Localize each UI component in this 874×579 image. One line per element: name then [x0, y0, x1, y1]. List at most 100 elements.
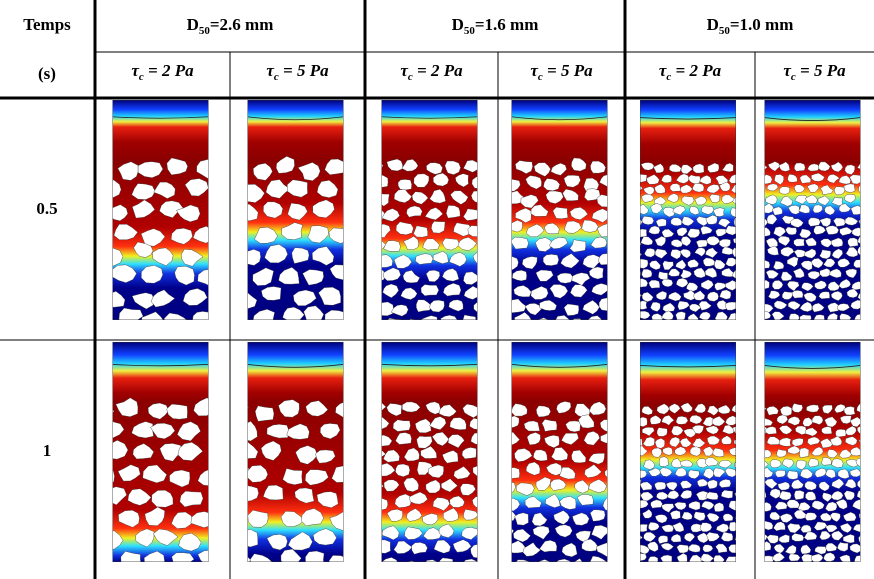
grain	[805, 513, 817, 521]
grain	[735, 513, 748, 523]
fluid-region	[640, 100, 736, 163]
grain	[736, 481, 746, 490]
grain	[406, 319, 424, 332]
grain	[255, 406, 274, 422]
subscript: 50	[199, 25, 211, 37]
field-image	[362, 100, 491, 332]
time-header: Temps	[23, 15, 71, 34]
grain	[752, 478, 764, 487]
grain	[648, 556, 658, 565]
column-header: τc = 2 Pa	[131, 61, 194, 83]
group-header: D50=2.6 mm	[187, 15, 274, 37]
grain	[492, 451, 510, 463]
grain	[536, 406, 550, 417]
fluid-region	[765, 342, 861, 405]
grain	[736, 164, 748, 174]
grain	[734, 461, 746, 469]
grain	[172, 553, 194, 568]
grain	[441, 315, 458, 328]
grain	[395, 464, 410, 477]
field-image	[363, 342, 489, 573]
grain	[629, 268, 641, 278]
grain	[637, 259, 648, 269]
grain	[223, 505, 246, 523]
field-image	[752, 100, 871, 323]
grain	[629, 404, 640, 413]
grain	[90, 270, 111, 286]
fluid-region	[248, 100, 344, 160]
row-time: 1	[43, 441, 52, 460]
grain	[495, 239, 510, 252]
grain	[635, 279, 648, 288]
grain	[735, 491, 745, 499]
grain	[88, 226, 110, 246]
label-text: =1.6 mm	[475, 15, 539, 34]
grain	[152, 490, 174, 507]
fluid-region	[248, 342, 344, 402]
fluid-region	[512, 100, 608, 160]
grain	[393, 420, 411, 432]
symbol: D	[187, 15, 199, 34]
grain	[629, 513, 641, 522]
grain	[719, 239, 730, 247]
grain	[834, 187, 845, 195]
grain	[221, 227, 245, 242]
fluid-region	[113, 100, 209, 160]
grain	[808, 218, 820, 227]
fluid-region	[765, 100, 861, 163]
grain	[325, 310, 346, 326]
grain	[642, 269, 652, 278]
row-time: 0.5	[36, 199, 57, 218]
grain	[627, 429, 640, 438]
grain	[365, 317, 381, 329]
grain	[180, 491, 203, 507]
grain	[497, 267, 512, 279]
grain	[636, 524, 647, 532]
grain	[627, 460, 640, 468]
grain	[569, 319, 587, 331]
grain	[760, 450, 771, 458]
grain	[676, 416, 688, 424]
time-unit: (s)	[38, 64, 56, 83]
grain	[794, 163, 805, 172]
grain	[659, 457, 669, 467]
grain	[860, 270, 871, 279]
grain	[753, 238, 764, 246]
grain	[439, 558, 453, 571]
fluid-region	[382, 342, 478, 402]
field-image	[221, 100, 352, 329]
grain	[752, 249, 764, 259]
grain	[636, 301, 647, 310]
grain	[629, 241, 642, 250]
grain	[373, 175, 388, 187]
grain	[628, 195, 639, 203]
grain	[628, 162, 640, 172]
column-header: τc = 2 Pa	[400, 61, 463, 83]
grain	[373, 498, 388, 510]
grain	[655, 482, 667, 490]
grain	[229, 552, 251, 567]
grain	[365, 481, 384, 493]
grain	[494, 557, 511, 570]
grain	[779, 491, 791, 500]
grain	[732, 248, 743, 257]
grain	[431, 221, 445, 233]
field-image	[752, 342, 872, 564]
grain	[632, 437, 643, 446]
grain	[657, 428, 668, 437]
grain	[758, 260, 770, 268]
grain	[763, 556, 774, 564]
grain	[754, 291, 765, 300]
grain	[854, 555, 866, 564]
subscript: 50	[719, 25, 731, 37]
grain	[859, 511, 870, 520]
grain	[98, 248, 123, 266]
grain	[753, 437, 764, 446]
figure-table: Temps (s) D50=2.6 mmD50=1.6 mmD50=1.0 mm…	[0, 0, 874, 579]
grain	[858, 237, 868, 245]
grain	[365, 559, 381, 572]
label-text: = 2 Pa	[413, 61, 463, 80]
cells	[86, 100, 873, 573]
grain	[497, 526, 514, 538]
grain	[800, 315, 812, 323]
